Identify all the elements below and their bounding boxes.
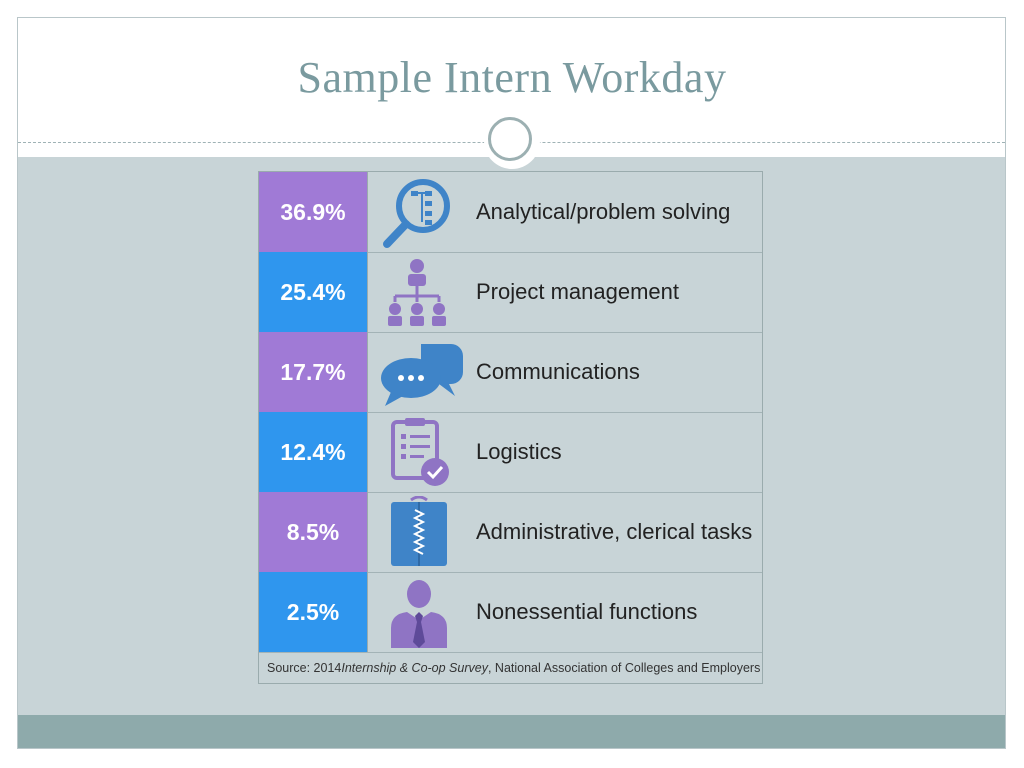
circle-ornament-ring (488, 117, 532, 161)
row-label: Logistics (476, 439, 562, 464)
source-survey-title: Internship & Co-op Survey (341, 660, 488, 675)
person-tie-icon (391, 580, 447, 648)
percent-cell: 12.4% (259, 412, 367, 492)
table-row: 2.5% Nonessential functions (259, 572, 762, 653)
table-row: 12.4% Logistics (259, 412, 762, 493)
cell-divider (367, 412, 368, 492)
row-label: Analytical/problem solving (476, 199, 731, 224)
org-chart-icon (388, 259, 446, 326)
table-row: 25.4% Project management (259, 252, 762, 333)
table-row: 17.7% Communications (259, 332, 762, 413)
cell-divider (367, 172, 368, 252)
slide-footer-bar (18, 715, 1005, 748)
percent-cell: 25.4% (259, 252, 367, 332)
row-label: Project management (476, 279, 679, 304)
clipboard-check-icon (391, 418, 449, 486)
cell-divider (367, 332, 368, 412)
cell-divider (367, 252, 368, 332)
row-label: Nonessential functions (476, 599, 698, 624)
percent-cell: 17.7% (259, 332, 367, 412)
cell-divider (367, 572, 368, 652)
source-suffix: , National Association of Colleges and E… (487, 660, 761, 675)
source-citation: Source: 2014 Internship & Co-op Survey ,… (259, 652, 762, 683)
table-row: 8.5% Administrative, clerical tasks (259, 492, 762, 573)
source-prefix: Source: 2014 (267, 660, 342, 675)
percent-cell: 8.5% (259, 492, 367, 572)
slide-title: Sample Intern Workday (297, 53, 727, 102)
intern-workday-table: 36.9% Analytical/problem solving 25.4% (258, 171, 763, 684)
table-row: 36.9% Analytical/problem solving (259, 172, 762, 253)
percent-cell: 2.5% (259, 572, 367, 652)
speech-bubbles-icon (381, 344, 463, 406)
magnifier-flowchart-icon (383, 179, 450, 248)
binder-icon (391, 496, 447, 566)
percent-cell: 36.9% (259, 172, 367, 252)
row-label: Communications (476, 359, 640, 384)
row-label: Administrative, clerical tasks (476, 519, 753, 544)
cell-divider (367, 492, 368, 572)
